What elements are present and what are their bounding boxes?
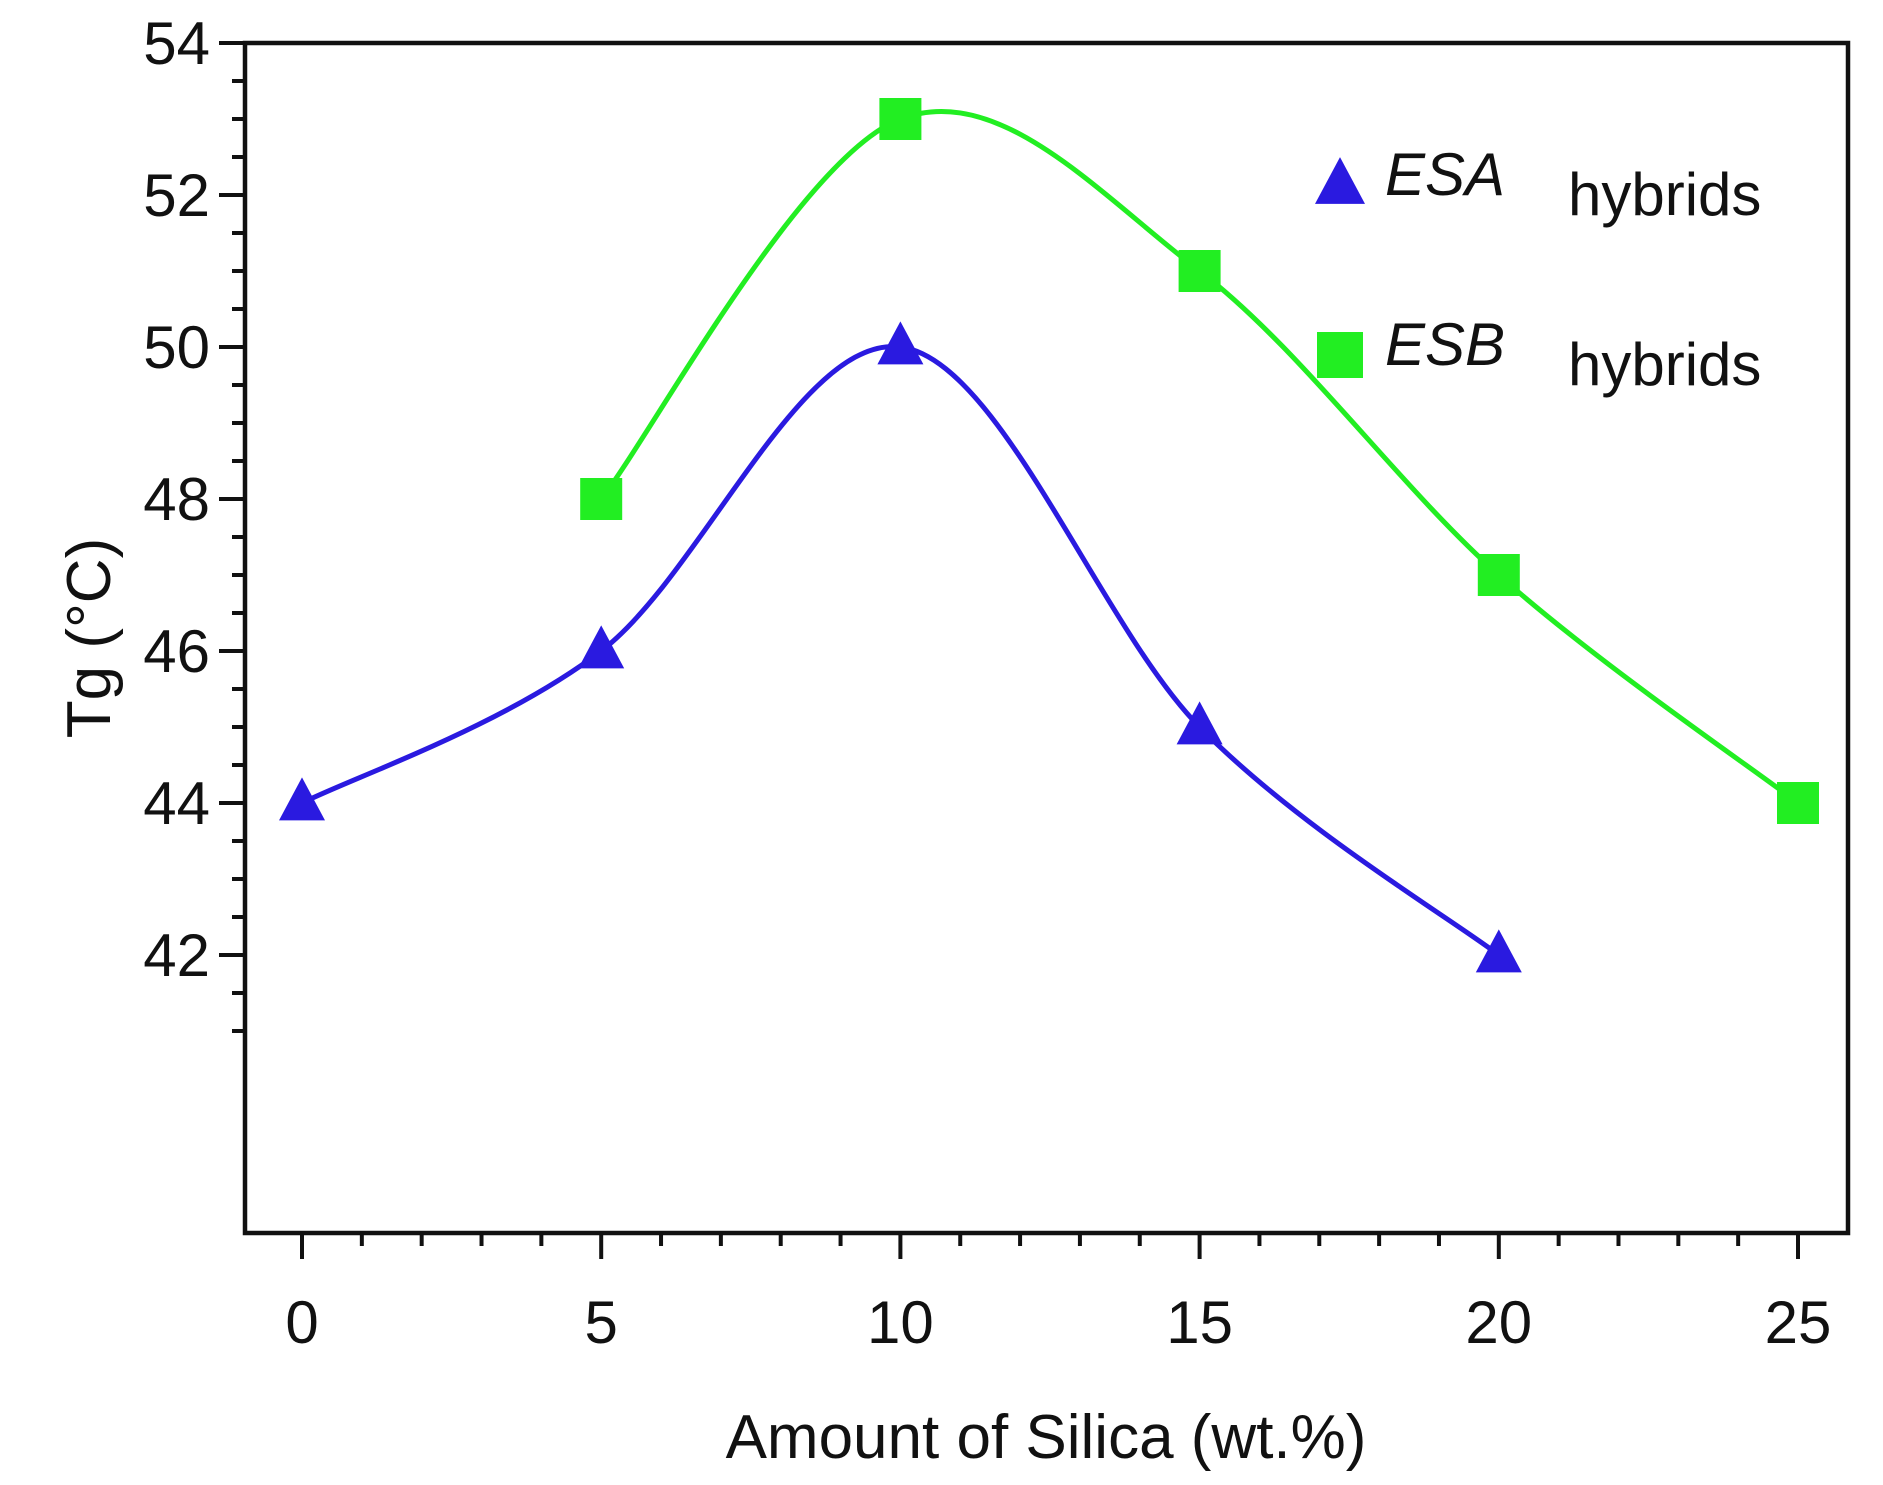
legend-label-text: hybrids	[1568, 161, 1761, 228]
x-tick-label: 5	[585, 1289, 618, 1356]
data-point-esa-hybrids	[279, 777, 325, 821]
data-point-esb-hybrids	[1178, 250, 1221, 292]
y-axis-title: Tg (°C)	[55, 538, 124, 738]
series-esa-hybrids	[279, 321, 1522, 973]
x-tick-label: 10	[867, 1289, 934, 1356]
x-tick-label: 20	[1465, 1289, 1532, 1356]
series-esb-hybrids	[580, 98, 1819, 824]
y-tick-label: 52	[143, 162, 210, 229]
x-axis-title: Amount of Silica (wt.%)	[726, 1403, 1367, 1472]
legend: ESA hybrids ESB hybrids	[1315, 141, 1761, 398]
legend-marker-esb-hybrids	[1317, 332, 1363, 378]
legend-item-esb-hybrids: ESB hybrids	[1317, 311, 1761, 398]
y-tick-label: 46	[143, 618, 210, 685]
y-tick-label: 50	[143, 314, 210, 381]
y-tick-label: 44	[143, 770, 210, 837]
y-tick-label: 54	[143, 10, 210, 77]
data-point-esa-hybrids	[1176, 701, 1223, 745]
legend-label-italic: ESA	[1385, 141, 1505, 208]
series-layer	[279, 98, 1819, 973]
data-point-esb-hybrids	[1477, 554, 1520, 596]
data-point-esa-hybrids	[578, 625, 625, 669]
data-point-esa-hybrids	[877, 321, 924, 365]
y-tick-label: 42	[143, 922, 210, 989]
data-point-esb-hybrids	[879, 98, 922, 140]
legend-item-esa-hybrids: ESA hybrids	[1315, 141, 1761, 228]
y-tick-label: 48	[143, 466, 210, 533]
legend-marker-esa-hybrids	[1315, 157, 1365, 204]
x-tick-label: 25	[1765, 1289, 1832, 1356]
x-axis-ticks: 0 5 10 15 20 25	[285, 1233, 1831, 1356]
data-point-esb-hybrids	[580, 478, 623, 520]
legend-label-text: hybrids	[1568, 331, 1761, 398]
data-point-esb-hybrids	[1777, 782, 1819, 824]
x-tick-label: 0	[285, 1289, 318, 1356]
series-line-esa-hybrids	[299, 344, 1502, 958]
plot-frame	[242, 40, 1851, 1236]
x-tick-label: 15	[1166, 1289, 1233, 1356]
data-point-esa-hybrids	[1475, 929, 1522, 973]
legend-label-italic: ESB	[1385, 311, 1505, 378]
y-axis-ticks: 42 44 46 48 50 52 54	[143, 10, 245, 1033]
